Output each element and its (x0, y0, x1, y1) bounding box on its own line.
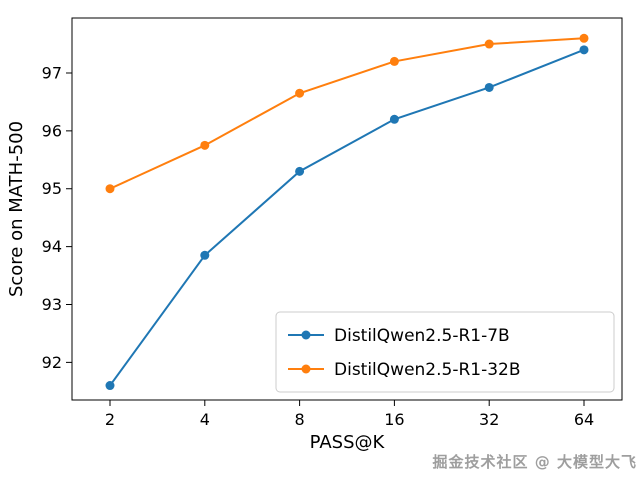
series-line-1 (109, 37, 585, 190)
x-tick-label: 4 (200, 410, 210, 429)
legend-box (275, 311, 615, 393)
series-line-0 (109, 48, 585, 387)
data-point (389, 114, 399, 124)
y-tick-label: 93 (42, 295, 62, 314)
data-point (295, 166, 305, 176)
data-point (579, 45, 589, 55)
y-axis-label: Score on MATH-500 (6, 121, 27, 297)
legend-label: DistilQwen2.5-R1-32B (334, 360, 521, 380)
x-tick-label: 32 (479, 410, 499, 429)
data-point (484, 39, 494, 49)
x-tick-label: 64 (574, 410, 594, 429)
x-tick-label: 2 (105, 410, 115, 429)
data-point (200, 250, 210, 260)
x-tick-label: 8 (295, 410, 305, 429)
data-point (389, 56, 399, 66)
x-tick-label: 16 (384, 410, 404, 429)
y-tick-label: 96 (42, 121, 62, 140)
data-point (579, 33, 589, 43)
y-tick-label: 94 (42, 237, 62, 256)
data-point (484, 82, 494, 92)
legend-marker (301, 330, 311, 340)
legend-marker (301, 364, 311, 374)
y-tick-label: 92 (42, 353, 62, 372)
y-tick-label: 97 (42, 63, 62, 82)
plot-border (71, 17, 623, 401)
watermark-text: 掘金技术社区 @ 大模型大飞 (432, 453, 637, 471)
data-point (295, 88, 305, 98)
legend-label: DistilQwen2.5-R1-7B (334, 326, 510, 346)
data-point (105, 184, 115, 194)
data-point (105, 381, 115, 391)
data-point (200, 140, 210, 150)
y-tick-label: 95 (42, 179, 62, 198)
x-axis-label: PASS@K (310, 432, 386, 453)
